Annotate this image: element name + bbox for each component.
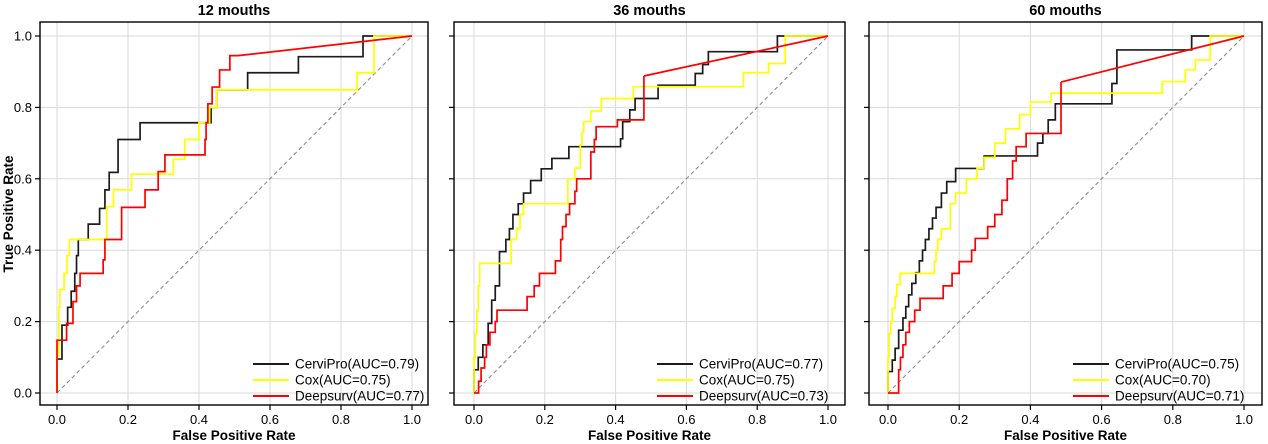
roc-curve-deepsurv bbox=[237, 35, 413, 57]
legend-label-deepsurv: Deepsurv(AUC=0.77) bbox=[295, 389, 424, 404]
legend-label-cervipro: CerviPro(AUC=0.79) bbox=[295, 357, 419, 372]
y-tick-label: 0.2 bbox=[14, 314, 32, 329]
panel-2: 0.0 0.2 0.4 0.6 0.8 1.0 CerviPro(AUC=0.77)Cox(… bbox=[449, 21, 846, 427]
x-tick-label: 0.2 bbox=[536, 412, 554, 427]
legend-label-cox: Cox(AUC=0.75) bbox=[699, 373, 795, 388]
panel-title-60-mouths: 60 mouths bbox=[1029, 3, 1102, 19]
roc-curve-deepsurv bbox=[474, 75, 645, 394]
x-tick-label: 0.2 bbox=[119, 412, 137, 427]
roc-curve-deepsurv bbox=[56, 54, 239, 393]
y-tick-label: 1.0 bbox=[14, 29, 32, 44]
legend-label-deepsurv: Deepsurv(AUC=0.71) bbox=[1115, 389, 1244, 404]
y-tick-label: 0.8 bbox=[14, 100, 32, 115]
x-tick-label: 1.0 bbox=[403, 412, 421, 427]
x-axis-label-panel-2: False Positive Rate bbox=[588, 428, 712, 443]
x-tick-label: 0.2 bbox=[950, 412, 968, 427]
diagonal-reference-line bbox=[887, 35, 1245, 394]
panel-1: 0.0 0.0 0.2 0.2 0.4 0.4 0.6 0.6 0.8 0.8 1.0 1.0 Cerv… bbox=[14, 21, 429, 427]
roc-curve-deepsurv bbox=[643, 35, 829, 77]
legend-label-cervipro: CerviPro(AUC=0.75) bbox=[1115, 357, 1239, 372]
x-tick-label: 0.4 bbox=[1021, 412, 1039, 427]
panel-title-36-mouths: 36 mouths bbox=[613, 3, 686, 19]
legend-label-cervipro: CerviPro(AUC=0.77) bbox=[699, 357, 823, 372]
x-tick-label: 0.6 bbox=[677, 412, 695, 427]
panel-border bbox=[868, 21, 1263, 406]
x-tick-label: 0.0 bbox=[465, 412, 483, 427]
panel-border bbox=[453, 21, 846, 406]
x-tick-label: 1.0 bbox=[1235, 412, 1253, 427]
x-tick-label: 0.0 bbox=[48, 412, 66, 427]
roc-curve-cox bbox=[887, 35, 1244, 393]
x-tick-label: 1.0 bbox=[819, 412, 837, 427]
y-axis-label: True Positive Rate bbox=[1, 155, 16, 273]
roc-curve-deepsurv bbox=[888, 82, 1062, 394]
x-tick-label: 0.8 bbox=[748, 412, 766, 427]
plot-layers: 0.0 0.0 0.2 0.2 0.4 0.4 0.6 0.6 0.8 0.8 1.0 1.0 Cerv… bbox=[14, 21, 1263, 427]
panel-title-12-mouths: 12 mouths bbox=[198, 3, 271, 19]
legend-label-cox: Cox(AUC=0.70) bbox=[1115, 373, 1211, 388]
x-tick-label: 0.8 bbox=[332, 412, 350, 427]
roc-curve-cervipro bbox=[887, 35, 1244, 393]
legend-label-deepsurv: Deepsurv(AUC=0.73) bbox=[699, 389, 828, 404]
roc-curve-cervipro bbox=[473, 35, 828, 393]
x-tick-label: 0.0 bbox=[879, 412, 897, 427]
panel-border bbox=[39, 21, 429, 406]
panel-3: 0.0 0.2 0.4 0.6 0.8 1.0 CerviPro(AUC=0.75)Cox(… bbox=[864, 21, 1263, 427]
x-tick-label: 0.6 bbox=[1093, 412, 1111, 427]
y-tick-label: 0.6 bbox=[14, 171, 32, 186]
roc-curve-deepsurv bbox=[1060, 35, 1245, 83]
roc-curve-cox bbox=[56, 35, 412, 393]
x-tick-label: 0.4 bbox=[607, 412, 625, 427]
legend-label-cox: Cox(AUC=0.75) bbox=[295, 373, 391, 388]
x-axis-label-panel-1: False Positive Rate bbox=[172, 428, 296, 443]
x-tick-label: 0.8 bbox=[1164, 412, 1182, 427]
diagonal-reference-line bbox=[473, 35, 829, 394]
y-tick-label: 0.4 bbox=[14, 243, 32, 258]
x-axis-label-panel-3: False Positive Rate bbox=[1004, 428, 1128, 443]
x-tick-label: 0.4 bbox=[190, 412, 208, 427]
roc-curve-cox bbox=[473, 35, 828, 393]
x-tick-label: 0.6 bbox=[261, 412, 279, 427]
y-tick-label: 0.0 bbox=[14, 386, 32, 401]
